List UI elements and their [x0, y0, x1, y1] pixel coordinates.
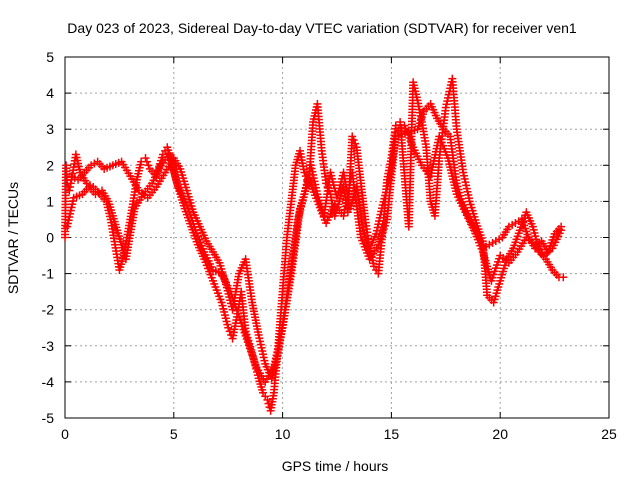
data-points [61, 74, 568, 415]
data-point [224, 323, 233, 332]
x-tick-label: 5 [170, 426, 178, 442]
data-point [225, 327, 234, 336]
y-axis-label: SDTVAR / TECUs [5, 182, 21, 294]
x-tick-label: 15 [384, 426, 400, 442]
y-tick-label: 5 [46, 49, 54, 65]
data-point [559, 273, 568, 282]
y-tick-label: 4 [46, 85, 54, 101]
x-tick-label: 20 [492, 426, 508, 442]
x-tick-label: 10 [275, 426, 291, 442]
y-tick-label: 3 [46, 121, 54, 137]
data-point [263, 395, 272, 404]
data-point [557, 226, 566, 235]
grid-lines [65, 57, 609, 418]
axis-ticks: 0 5 10 15 20 25 -5 -4 -3 -2 -1 0 1 2 3 4 5 [42, 49, 617, 442]
chart-title: Day 023 of 2023, Sidereal Day-to-day VTE… [67, 20, 577, 36]
data-point [300, 168, 309, 177]
y-tick-label: -2 [42, 302, 55, 318]
x-tick-label: 25 [601, 426, 617, 442]
y-tick-label: -5 [42, 410, 55, 426]
data-point [144, 161, 153, 170]
y-tick-label: -3 [42, 338, 55, 354]
x-tick-label: 0 [61, 426, 69, 442]
y-tick-label: -1 [42, 266, 55, 282]
y-tick-label: 1 [46, 193, 54, 209]
y-tick-label: -4 [42, 374, 55, 390]
y-tick-label: 0 [46, 230, 54, 246]
data-point [141, 154, 150, 163]
data-point [142, 157, 151, 166]
y-tick-label: 2 [46, 157, 54, 173]
data-point [349, 136, 358, 145]
x-axis-label: GPS time / hours [282, 458, 389, 474]
data-point [351, 139, 360, 148]
data-point [348, 132, 357, 141]
